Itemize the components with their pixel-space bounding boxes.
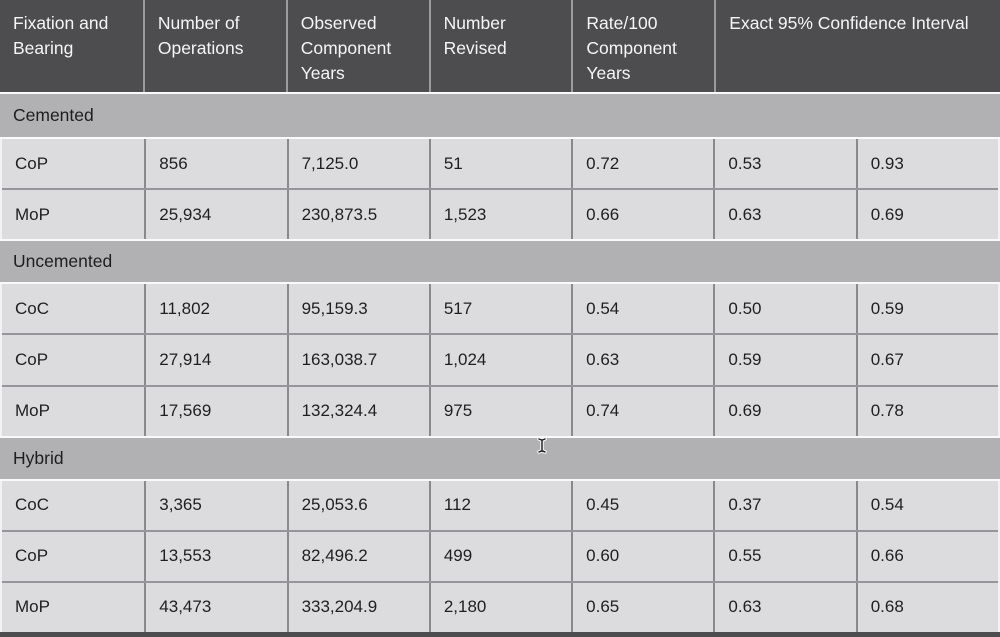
cell-bearing: MoP [15, 204, 50, 224]
table-row: CoP 13,553 82,496.2 499 0.60 0.55 0.66 [2, 529, 998, 581]
column-header-observed-component-years: Observed Component Years [285, 0, 429, 92]
cell-ci-lower: 0.63 [713, 190, 855, 240]
cell-bearing: CoC [15, 495, 50, 515]
table-row: MoP 43,473 333,204.9 2,180 0.65 0.63 0.68 [2, 580, 998, 632]
cell-ci-lower: 0.37 [713, 480, 855, 530]
cell-operations: 13,553 [144, 531, 286, 581]
column-header-number-revised: Number Revised [428, 0, 572, 92]
section-label: Hybrid [13, 447, 64, 468]
cell-revised: 112 [428, 480, 571, 530]
cell-ci-upper: 0.54 [855, 480, 998, 530]
cell-bearing: CoP [15, 153, 49, 173]
cell-operations: 43,473 [144, 582, 286, 632]
cell-revised: 975 [428, 386, 571, 436]
section-header-hybrid: Hybrid [0, 435, 1000, 481]
cell-ci-lower: 0.63 [713, 582, 855, 632]
column-header-number-operations: Number of Operations [142, 0, 286, 92]
cell-rate: 0.60 [571, 531, 713, 581]
column-header-rate-per-100: Rate/100 Component Years [571, 0, 714, 92]
column-header-fixation-bearing: Fixation and Bearing [13, 13, 109, 58]
cell-bearing: CoP [15, 546, 49, 566]
cell-operations: 11,802 [144, 284, 286, 334]
cell-ci-lower: 0.53 [713, 139, 855, 189]
cell-revised: 1,523 [428, 190, 571, 240]
cell-revised: 51 [428, 139, 571, 189]
section-rows-hybrid: CoC 3,365 25,053.6 112 0.45 0.37 0.54 CoP 13,553… [0, 480, 1000, 632]
cell-ci-upper: 0.68 [855, 582, 998, 632]
table-header-row: Fixation and Bearing Number of Operation… [0, 0, 1000, 94]
cell-rate: 0.65 [571, 582, 713, 632]
cell-component-years: 230,873.5 [286, 190, 429, 240]
cell-ci-upper: 0.67 [855, 335, 998, 385]
cell-bearing: CoP [15, 349, 49, 369]
table-row: CoP 856 7,125.0 51 0.72 0.53 0.93 [2, 139, 998, 189]
cell-ci-lower: 0.59 [713, 335, 855, 385]
cell-ci-upper: 0.59 [855, 284, 998, 334]
table-row: CoC 3,365 25,053.6 112 0.45 0.37 0.54 [2, 480, 998, 530]
cell-ci-lower: 0.50 [713, 284, 855, 334]
cell-component-years: 7,125.0 [286, 139, 429, 189]
cell-ci-lower: 0.69 [713, 386, 855, 436]
cell-bearing: MoP [15, 597, 50, 617]
cell-rate: 0.74 [571, 386, 713, 436]
cell-component-years: 82,496.2 [286, 531, 429, 581]
cell-rate: 0.54 [571, 284, 713, 334]
cell-rate: 0.45 [571, 480, 713, 530]
table-row: CoP 27,914 163,038.7 1,024 0.63 0.59 0.67 [2, 333, 998, 385]
cell-component-years: 163,038.7 [286, 335, 429, 385]
cell-ci-upper: 0.66 [855, 531, 998, 581]
table-row: MoP 25,934 230,873.5 1,523 0.66 0.63 0.69 [2, 188, 998, 240]
cell-bearing: MoP [15, 401, 50, 421]
cell-revised: 499 [428, 531, 571, 581]
cell-operations: 17,569 [144, 386, 286, 436]
cell-rate: 0.72 [571, 139, 713, 189]
cell-ci-upper: 0.93 [855, 139, 998, 189]
cell-revised: 1,024 [428, 335, 571, 385]
cell-rate: 0.63 [571, 335, 713, 385]
section-label: Cemented [13, 105, 94, 125]
cell-ci-upper: 0.69 [855, 190, 998, 240]
section-rows-cemented: CoP 856 7,125.0 51 0.72 0.53 0.93 MoP 25,934 230,… [0, 139, 1000, 240]
table-bottom-border [0, 632, 1000, 637]
table-row: CoC 11,802 95,159.3 517 0.54 0.50 0.59 [2, 284, 998, 334]
cell-operations: 3,365 [144, 480, 286, 530]
cell-ci-upper: 0.78 [855, 386, 998, 436]
cell-revised: 517 [428, 284, 571, 334]
section-label: Uncemented [13, 251, 113, 272]
cell-operations: 25,934 [144, 190, 286, 240]
cell-operations: 856 [144, 139, 286, 189]
cell-component-years: 25,053.6 [286, 480, 429, 530]
table-row: MoP 17,569 132,324.4 975 0.74 0.69 0.78 [2, 384, 998, 436]
section-header-cemented: Cemented [0, 94, 1000, 139]
cell-rate: 0.66 [571, 190, 713, 240]
cell-operations: 27,914 [144, 335, 286, 385]
section-header-uncemented: Uncemented [0, 239, 1000, 285]
cell-ci-lower: 0.55 [713, 531, 855, 581]
cell-component-years: 333,204.9 [286, 582, 429, 632]
section-rows-uncemented: CoC 11,802 95,159.3 517 0.54 0.50 0.59 CoP 27,91… [0, 284, 1000, 436]
column-header-confidence-interval: Exact 95% Confidence Interval [714, 0, 1000, 92]
cell-component-years: 95,159.3 [286, 284, 429, 334]
cell-revised: 2,180 [428, 582, 571, 632]
cell-bearing: CoC [15, 298, 50, 318]
cell-component-years: 132,324.4 [286, 386, 429, 436]
